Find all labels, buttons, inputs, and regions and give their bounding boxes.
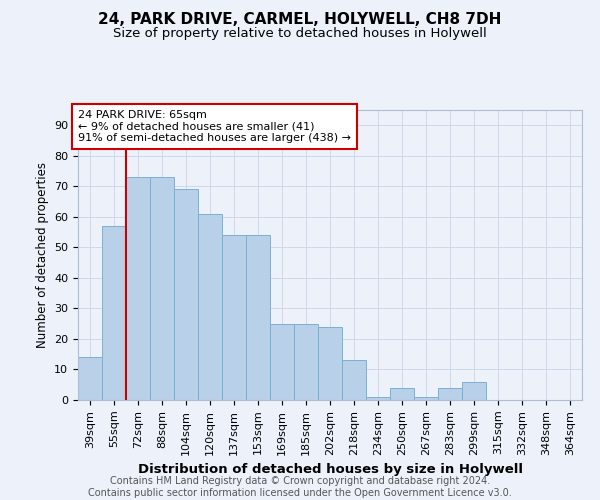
Bar — [174, 190, 198, 400]
Bar — [126, 177, 150, 400]
X-axis label: Distribution of detached houses by size in Holywell: Distribution of detached houses by size … — [137, 463, 523, 476]
Bar — [318, 326, 342, 400]
Text: Contains HM Land Registry data © Crown copyright and database right 2024.
Contai: Contains HM Land Registry data © Crown c… — [88, 476, 512, 498]
Y-axis label: Number of detached properties: Number of detached properties — [35, 162, 49, 348]
Bar — [462, 382, 486, 400]
Text: 24, PARK DRIVE, CARMEL, HOLYWELL, CH8 7DH: 24, PARK DRIVE, CARMEL, HOLYWELL, CH8 7D… — [98, 12, 502, 28]
Bar — [198, 214, 222, 400]
Bar — [270, 324, 294, 400]
Bar — [342, 360, 366, 400]
Bar — [414, 397, 438, 400]
Bar — [294, 324, 318, 400]
Text: Size of property relative to detached houses in Holywell: Size of property relative to detached ho… — [113, 28, 487, 40]
Bar — [366, 397, 390, 400]
Bar — [390, 388, 414, 400]
Bar — [102, 226, 126, 400]
Bar — [222, 235, 246, 400]
Bar — [438, 388, 462, 400]
Bar — [246, 235, 270, 400]
Text: 24 PARK DRIVE: 65sqm
← 9% of detached houses are smaller (41)
91% of semi-detach: 24 PARK DRIVE: 65sqm ← 9% of detached ho… — [78, 110, 351, 143]
Bar — [78, 358, 102, 400]
Bar — [150, 177, 174, 400]
